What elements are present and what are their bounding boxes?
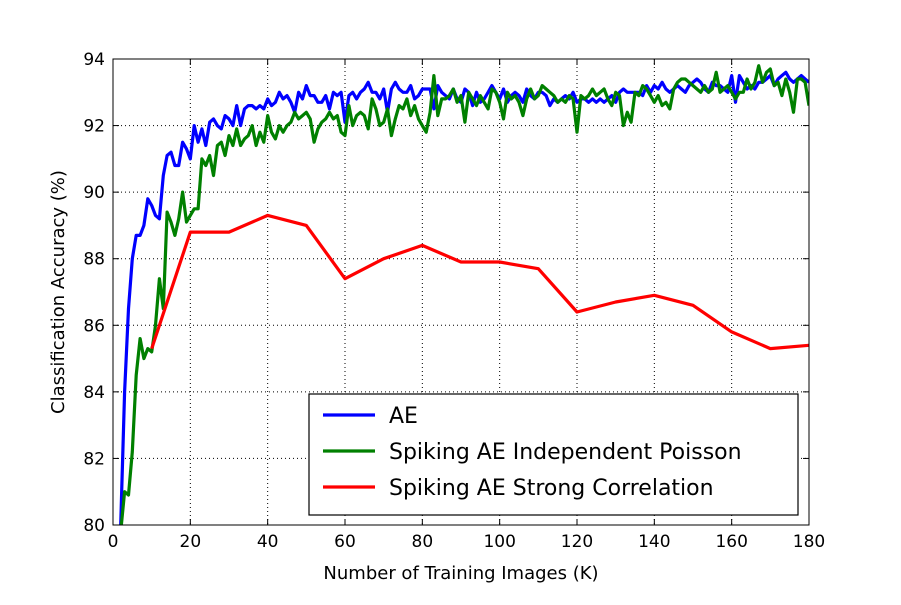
series-line-1 [119,70,809,525]
y-tick-label: 84 [83,383,105,403]
x-axis-label: Number of Training Images (K) [323,563,598,584]
x-tick-label: 60 [334,532,356,552]
legend-box [308,393,799,516]
y-tick-label: 80 [83,516,105,536]
x-tick-label: 180 [793,532,825,552]
series-lines [119,64,809,525]
x-tick-label: 100 [483,532,515,552]
x-tick-label: 80 [412,532,434,552]
y-tick-label: 92 [83,117,105,137]
legend-label: AE [389,404,418,429]
y-tick-label: 88 [83,250,105,270]
plot-frame [112,58,810,526]
series-line-3 [150,213,809,351]
axis-ticks: 0 20 40 60 80 100 120 140 160 180 80 82 84 86 88 90 92 94 [83,50,825,552]
legend: AE Spiking AE Independent Poisson Spiking … [308,393,799,516]
y-tick-label: 86 [83,316,105,336]
legend-label: Spiking AE Independent Poisson [389,440,742,465]
y-tick-label: 94 [83,50,105,70]
x-tick-label: 120 [561,532,593,552]
x-tick-label: 140 [638,532,670,552]
legend-label: Spiking AE Strong Correlation [389,476,714,501]
y-tick-label: 82 [83,449,105,469]
x-tick-label: 40 [257,532,279,552]
x-tick-label: 20 [180,532,202,552]
x-tick-label: 160 [715,532,747,552]
x-tick-label: 0 [108,532,119,552]
y-axis-label: Classification Accuracy (%) [48,170,69,414]
y-tick-label: 90 [83,183,105,203]
series-line-2 [119,64,809,525]
